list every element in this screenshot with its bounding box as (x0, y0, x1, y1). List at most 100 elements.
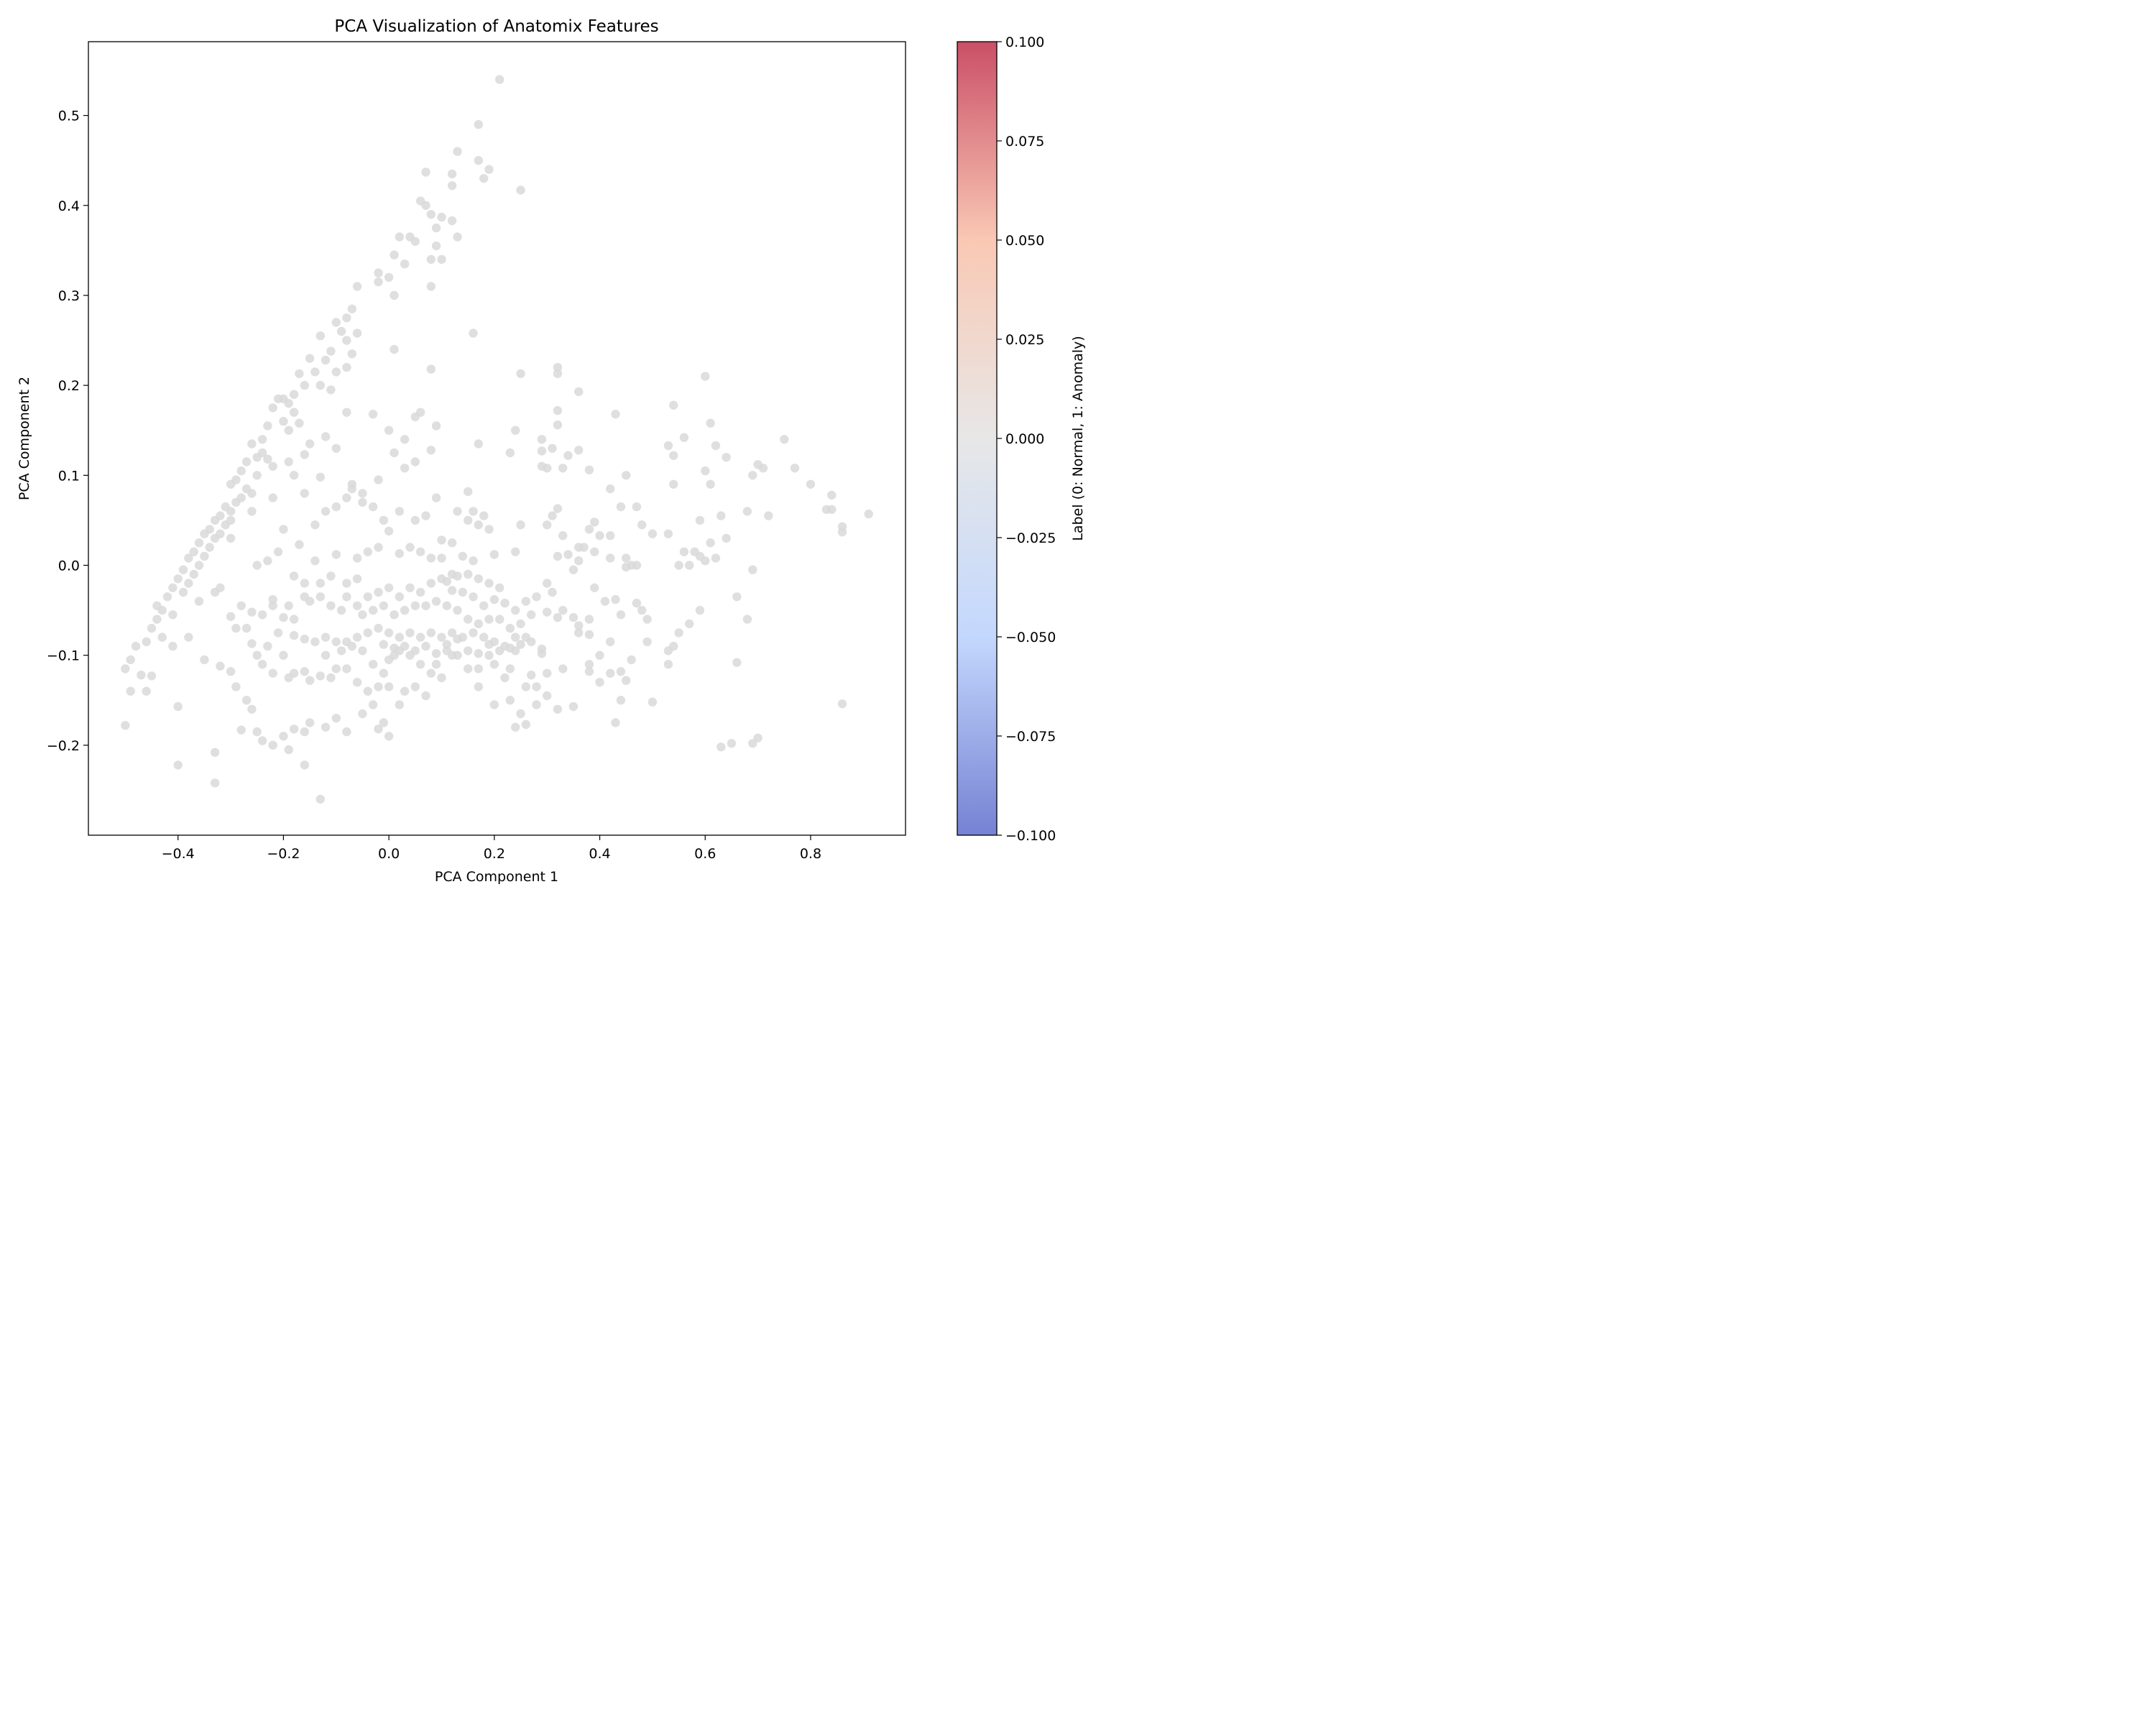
data-point (532, 700, 541, 709)
data-point (200, 551, 209, 561)
data-point (464, 569, 473, 579)
data-point (121, 721, 130, 730)
data-point (837, 528, 847, 537)
data-point (289, 571, 299, 581)
data-point (543, 668, 552, 678)
data-point (374, 475, 383, 484)
data-point (548, 443, 557, 453)
data-point (379, 515, 388, 525)
data-point (595, 650, 604, 660)
data-point (790, 464, 800, 473)
data-point (210, 778, 220, 788)
data-point (474, 649, 483, 658)
data-point (252, 727, 262, 737)
data-point (342, 664, 351, 673)
data-point (447, 538, 457, 548)
data-point (648, 697, 658, 707)
data-point (595, 678, 604, 687)
data-point (584, 465, 594, 474)
data-point (590, 518, 599, 527)
data-point (268, 601, 277, 610)
data-point (410, 601, 420, 610)
data-point (310, 520, 320, 530)
data-point (331, 637, 341, 647)
data-point (390, 290, 399, 300)
data-point (415, 632, 425, 642)
data-point (284, 457, 293, 466)
data-point (326, 571, 336, 581)
data-point (390, 448, 399, 458)
data-point (252, 650, 262, 660)
data-point (611, 410, 620, 419)
data-point (764, 511, 773, 520)
data-point (711, 553, 721, 563)
data-point (469, 507, 478, 516)
data-point (516, 640, 525, 649)
data-point (431, 649, 441, 658)
data-point (579, 543, 589, 552)
data-point (331, 318, 341, 327)
data-point (331, 664, 341, 673)
data-point (706, 418, 715, 428)
data-point (363, 628, 372, 638)
data-point (511, 722, 520, 732)
data-point (257, 736, 267, 745)
data-point (295, 418, 304, 428)
data-point (469, 592, 478, 602)
data-point (563, 451, 573, 460)
data-point (426, 254, 436, 264)
data-point (706, 479, 715, 489)
data-point (168, 641, 178, 651)
data-point (342, 727, 351, 737)
data-point (336, 605, 346, 615)
data-point (548, 587, 557, 597)
data-point (300, 489, 309, 498)
data-point (663, 441, 673, 451)
data-point (431, 660, 441, 669)
data-point (469, 556, 478, 566)
data-point (168, 610, 178, 620)
x-tick-label: 0.4 (589, 846, 610, 862)
data-point (121, 664, 130, 673)
data-point (400, 686, 410, 696)
data-point (352, 328, 362, 338)
data-point (464, 664, 473, 673)
data-point (300, 727, 309, 737)
data-point (236, 725, 246, 735)
data-point (685, 619, 694, 629)
data-point (263, 454, 272, 464)
data-point (717, 742, 726, 752)
data-point (426, 579, 436, 588)
data-point (368, 502, 378, 512)
data-point (484, 579, 494, 588)
data-point (231, 682, 241, 691)
data-point (384, 682, 394, 691)
data-point (231, 497, 241, 507)
data-point (342, 362, 351, 372)
data-point (622, 471, 631, 480)
data-point (352, 574, 362, 584)
data-point (442, 646, 451, 656)
data-point (500, 598, 510, 608)
data-point (616, 502, 626, 512)
data-point (516, 619, 525, 629)
data-point (241, 457, 252, 466)
data-point (495, 583, 505, 592)
data-point (453, 147, 462, 156)
data-point (241, 696, 252, 705)
data-point (426, 210, 436, 219)
data-point (574, 556, 584, 566)
data-point (321, 650, 331, 660)
data-point (315, 380, 325, 390)
data-point (184, 632, 193, 642)
data-point (189, 547, 198, 556)
data-point (390, 250, 399, 259)
data-point (479, 601, 489, 610)
data-point (616, 667, 626, 676)
data-point (453, 571, 462, 581)
data-point (289, 390, 299, 399)
data-point (553, 612, 563, 622)
data-point (284, 426, 293, 435)
x-axis-label: PCA Component 1 (435, 869, 558, 885)
data-point (168, 583, 178, 592)
